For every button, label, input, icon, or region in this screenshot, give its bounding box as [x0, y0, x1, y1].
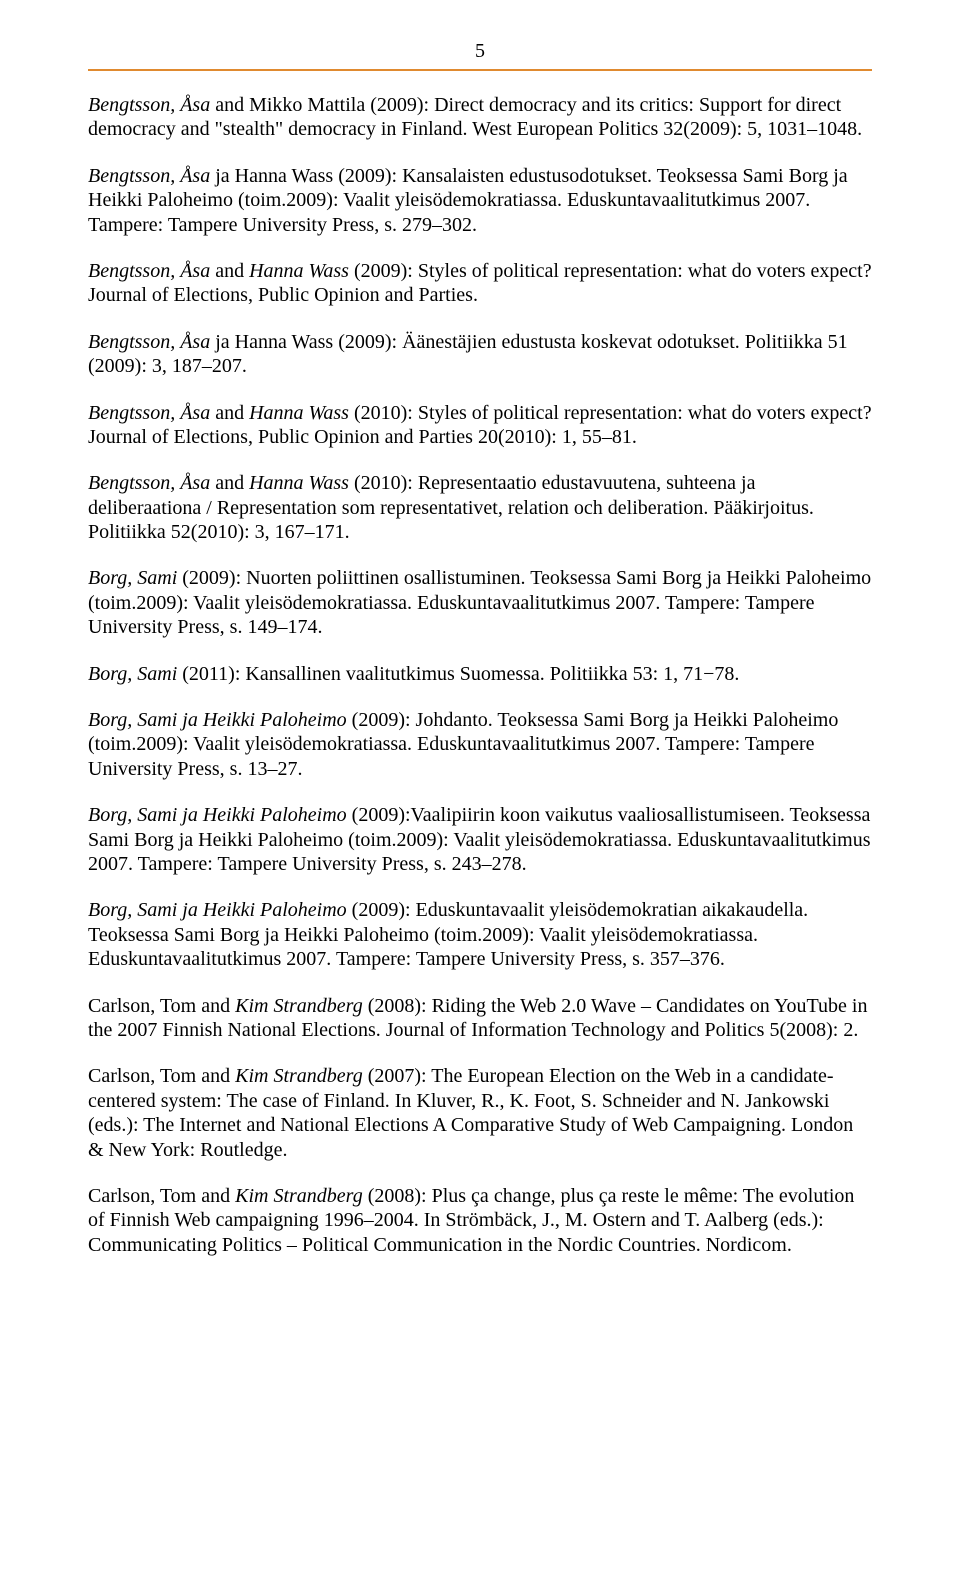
entry-author-italic: Borg, Sami — [88, 663, 177, 685]
page-number: 5 — [88, 40, 872, 63]
document-page: 5 Bengtsson, Åsa and Mikko Mattila (2009… — [0, 0, 960, 1339]
entry-coauthor-italic: Kim Strandberg — [235, 995, 363, 1017]
entry-author-italic: Borg, Sami ja Heikki Paloheimo — [88, 899, 347, 921]
bibliography-entry: Carlson, Tom and Kim Strandberg (2008): … — [88, 1184, 872, 1257]
entry-author-italic: Bengtsson, Åsa — [88, 402, 210, 424]
bibliography-entry: Bengtsson, Åsa and Hanna Wass (2009): St… — [88, 259, 872, 308]
entry-coauthor-italic: Hanna Wass — [249, 260, 349, 282]
entry-author-prefix: Carlson, Tom and — [88, 1185, 235, 1207]
entry-connector: and — [210, 402, 249, 424]
entry-author-italic: Borg, Sami — [88, 567, 177, 589]
bibliography-entry: Borg, Sami (2009): Nuorten poliittinen o… — [88, 566, 872, 639]
entry-connector: and — [210, 260, 249, 282]
entry-author-prefix: Carlson, Tom and — [88, 995, 235, 1017]
bibliography-entry: Carlson, Tom and Kim Strandberg (2007): … — [88, 1064, 872, 1162]
entry-author-prefix: Carlson, Tom and — [88, 1065, 235, 1087]
bibliography-entry: Carlson, Tom and Kim Strandberg (2008): … — [88, 994, 872, 1043]
bibliography-list: Bengtsson, Åsa and Mikko Mattila (2009):… — [88, 93, 872, 1257]
bibliography-entry: Bengtsson, Åsa and Mikko Mattila (2009):… — [88, 93, 872, 142]
entry-author-italic: Borg, Sami ja Heikki Paloheimo — [88, 709, 347, 731]
entry-body: (2009): Nuorten poliittinen osallistumin… — [88, 567, 871, 638]
bibliography-entry: Bengtsson, Åsa ja Hanna Wass (2009): Kan… — [88, 164, 872, 237]
entry-author-italic: Bengtsson, Åsa — [88, 260, 210, 282]
horizontal-rule — [88, 69, 872, 71]
entry-body: (2011): Kansallinen vaalitutkimus Suomes… — [177, 663, 739, 685]
entry-author-italic: Bengtsson, Åsa — [88, 94, 210, 116]
entry-author-italic: Bengtsson, Åsa — [88, 165, 210, 187]
bibliography-entry: Borg, Sami ja Heikki Paloheimo (2009): E… — [88, 898, 872, 971]
entry-author-italic: Bengtsson, Åsa — [88, 331, 210, 353]
bibliography-entry: Borg, Sami (2011): Kansallinen vaalitutk… — [88, 662, 872, 686]
bibliography-entry: Borg, Sami ja Heikki Paloheimo (2009):Va… — [88, 803, 872, 876]
bibliography-entry: Borg, Sami ja Heikki Paloheimo (2009): J… — [88, 708, 872, 781]
entry-author-italic: Bengtsson, Åsa — [88, 472, 210, 494]
entry-coauthor-italic: Kim Strandberg — [235, 1065, 363, 1087]
entry-coauthor-italic: Kim Strandberg — [235, 1185, 363, 1207]
bibliography-entry: Bengtsson, Åsa and Hanna Wass (2010): St… — [88, 401, 872, 450]
bibliography-entry: Bengtsson, Åsa ja Hanna Wass (2009): Ään… — [88, 330, 872, 379]
entry-coauthor-italic: Hanna Wass — [249, 402, 349, 424]
entry-coauthor-italic: Hanna Wass — [249, 472, 349, 494]
entry-connector: and — [210, 472, 249, 494]
entry-author-italic: Borg, Sami ja Heikki Paloheimo — [88, 804, 347, 826]
bibliography-entry: Bengtsson, Åsa and Hanna Wass (2010): Re… — [88, 471, 872, 544]
